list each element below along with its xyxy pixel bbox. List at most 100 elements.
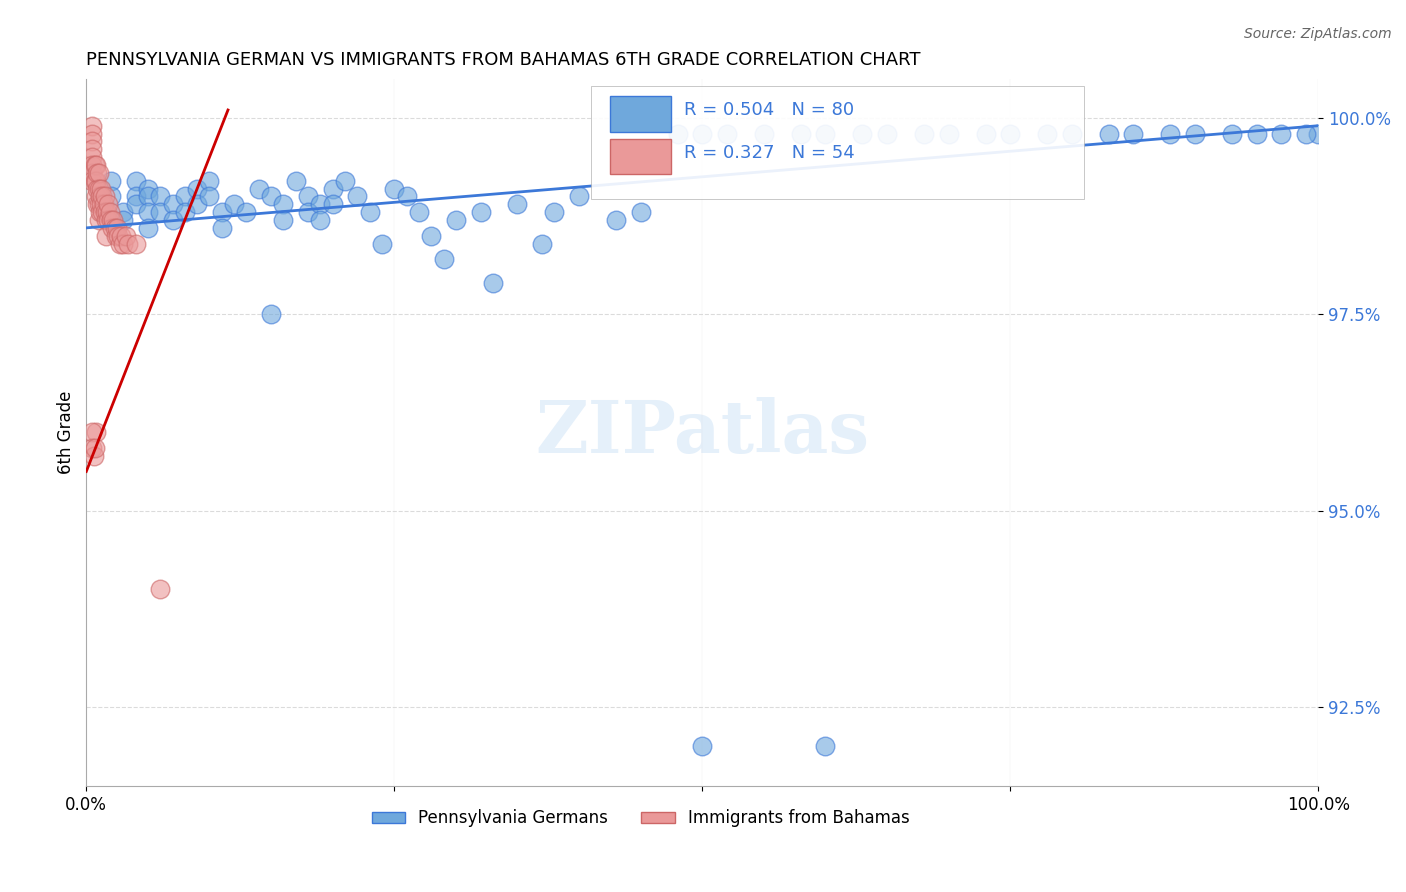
Immigrants from Bahamas [84, 158, 107, 172]
Immigrants from Bahamas [94, 228, 117, 243]
Pennsylvania Germans [1184, 127, 1206, 141]
Text: R = 0.504   N = 80: R = 0.504 N = 80 [683, 102, 853, 120]
Pennsylvania Germans [506, 197, 529, 211]
Text: PENNSYLVANIA GERMAN VS IMMIGRANTS FROM BAHAMAS 6TH GRADE CORRELATION CHART: PENNSYLVANIA GERMAN VS IMMIGRANTS FROM B… [86, 51, 921, 69]
Immigrants from Bahamas [82, 158, 104, 172]
Pennsylvania Germans [100, 189, 122, 203]
Pennsylvania Germans [938, 127, 960, 141]
Immigrants from Bahamas [84, 425, 107, 440]
Pennsylvania Germans [876, 127, 898, 141]
Pennsylvania Germans [382, 181, 405, 195]
Pennsylvania Germans [470, 205, 492, 219]
Immigrants from Bahamas [91, 205, 114, 219]
Immigrants from Bahamas [90, 197, 112, 211]
Pennsylvania Germans [814, 739, 837, 754]
FancyBboxPatch shape [610, 138, 672, 174]
Pennsylvania Germans [1036, 127, 1059, 141]
Pennsylvania Germans [974, 127, 997, 141]
Immigrants from Bahamas [104, 220, 127, 235]
Immigrants from Bahamas [82, 166, 104, 180]
Pennsylvania Germans [273, 213, 295, 227]
Immigrants from Bahamas [90, 181, 112, 195]
FancyBboxPatch shape [592, 86, 1084, 199]
Pennsylvania Germans [420, 228, 443, 243]
Pennsylvania Germans [1000, 127, 1022, 141]
Pennsylvania Germans [666, 127, 689, 141]
Pennsylvania Germans [716, 127, 738, 141]
Immigrants from Bahamas [94, 213, 117, 227]
Immigrants from Bahamas [108, 236, 131, 251]
Pennsylvania Germans [1308, 127, 1330, 141]
Immigrants from Bahamas [82, 441, 104, 455]
Pennsylvania Germans [1098, 127, 1121, 141]
Pennsylvania Germans [284, 174, 307, 188]
Immigrants from Bahamas [124, 236, 146, 251]
Pennsylvania Germans [186, 181, 208, 195]
Pennsylvania Germans [235, 205, 257, 219]
Immigrants from Bahamas [82, 127, 104, 141]
Pennsylvania Germans [309, 213, 332, 227]
Pennsylvania Germans [395, 189, 418, 203]
Pennsylvania Germans [162, 213, 184, 227]
Pennsylvania Germans [543, 205, 565, 219]
Pennsylvania Germans [136, 220, 159, 235]
Pennsylvania Germans [482, 276, 505, 290]
Immigrants from Bahamas [82, 119, 104, 133]
Immigrants from Bahamas [84, 189, 107, 203]
Pennsylvania Germans [260, 189, 283, 203]
Pennsylvania Germans [1159, 127, 1181, 141]
Pennsylvania Germans [408, 205, 430, 219]
Pennsylvania Germans [112, 205, 135, 219]
Immigrants from Bahamas [82, 150, 104, 164]
Pennsylvania Germans [124, 189, 146, 203]
Pennsylvania Germans [1060, 127, 1083, 141]
Pennsylvania Germans [136, 181, 159, 195]
Pennsylvania Germans [260, 307, 283, 321]
Pennsylvania Germans [1270, 127, 1292, 141]
Immigrants from Bahamas [112, 236, 135, 251]
Pennsylvania Germans [211, 205, 233, 219]
Pennsylvania Germans [136, 189, 159, 203]
Pennsylvania Germans [247, 181, 270, 195]
Text: Source: ZipAtlas.com: Source: ZipAtlas.com [1244, 27, 1392, 41]
Immigrants from Bahamas [94, 189, 117, 203]
Immigrants from Bahamas [100, 213, 122, 227]
Immigrants from Bahamas [87, 166, 110, 180]
Immigrants from Bahamas [83, 449, 105, 463]
Pennsylvania Germans [198, 174, 221, 188]
Pennsylvania Germans [273, 197, 295, 211]
Immigrants from Bahamas [110, 228, 132, 243]
Immigrants from Bahamas [97, 197, 120, 211]
Pennsylvania Germans [1295, 127, 1317, 141]
Pennsylvania Germans [224, 197, 246, 211]
Pennsylvania Germans [444, 213, 467, 227]
Pennsylvania Germans [173, 205, 195, 219]
Pennsylvania Germans [297, 205, 319, 219]
Pennsylvania Germans [1246, 127, 1268, 141]
Immigrants from Bahamas [97, 213, 120, 227]
Pennsylvania Germans [149, 189, 172, 203]
Pennsylvania Germans [124, 174, 146, 188]
Immigrants from Bahamas [86, 197, 108, 211]
Text: ZIPatlas: ZIPatlas [536, 397, 869, 467]
Pennsylvania Germans [309, 197, 332, 211]
Immigrants from Bahamas [91, 189, 114, 203]
Pennsylvania Germans [173, 189, 195, 203]
Pennsylvania Germans [912, 127, 935, 141]
Immigrants from Bahamas [114, 228, 136, 243]
Immigrants from Bahamas [84, 174, 107, 188]
Immigrants from Bahamas [87, 213, 110, 227]
Pennsylvania Germans [346, 189, 368, 203]
Pennsylvania Germans [333, 174, 356, 188]
Immigrants from Bahamas [89, 189, 111, 203]
Immigrants from Bahamas [149, 582, 172, 597]
Pennsylvania Germans [100, 174, 122, 188]
Immigrants from Bahamas [82, 174, 104, 188]
Pennsylvania Germans [851, 127, 873, 141]
Immigrants from Bahamas [107, 228, 129, 243]
Immigrants from Bahamas [89, 205, 111, 219]
Pennsylvania Germans [371, 236, 394, 251]
Pennsylvania Germans [690, 127, 713, 141]
Immigrants from Bahamas [87, 197, 110, 211]
Pennsylvania Germans [531, 236, 554, 251]
